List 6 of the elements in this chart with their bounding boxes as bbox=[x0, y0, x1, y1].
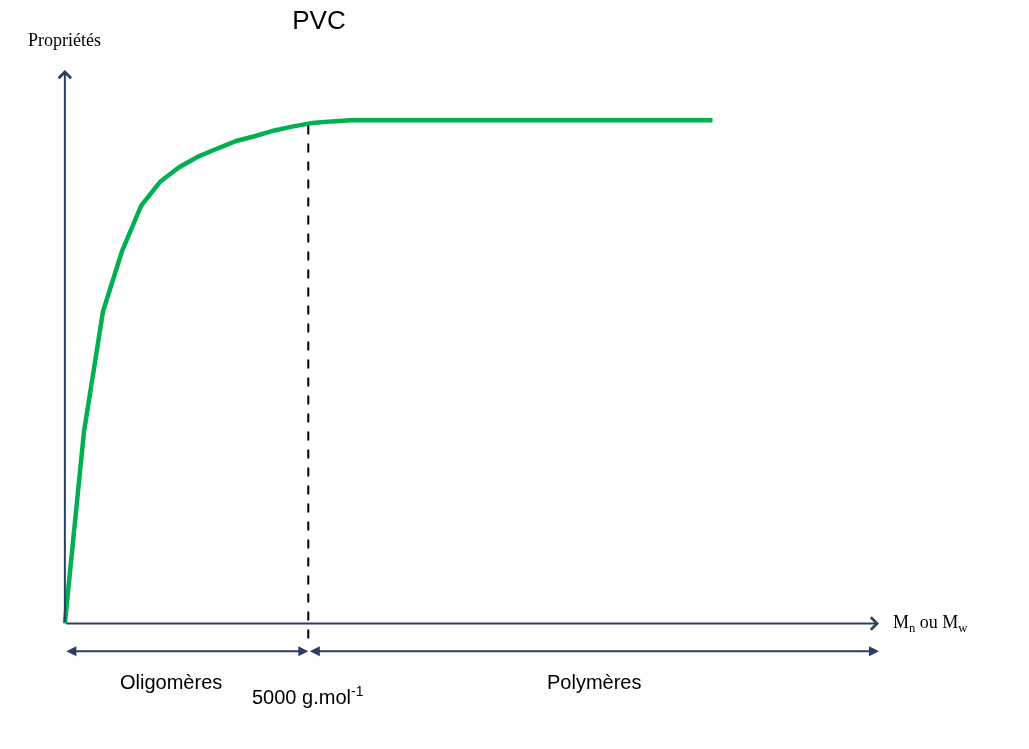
text: Oligomères bbox=[120, 671, 223, 693]
text: 5000 g.mol$^{-1}$ bbox=[252, 683, 364, 709]
text: Polymères bbox=[547, 671, 642, 693]
y-axis-title: Propriétés bbox=[28, 30, 101, 50]
text: M$_{n}$ ou M$_{w}$ bbox=[893, 612, 969, 635]
chart-title: PVC bbox=[292, 5, 346, 36]
